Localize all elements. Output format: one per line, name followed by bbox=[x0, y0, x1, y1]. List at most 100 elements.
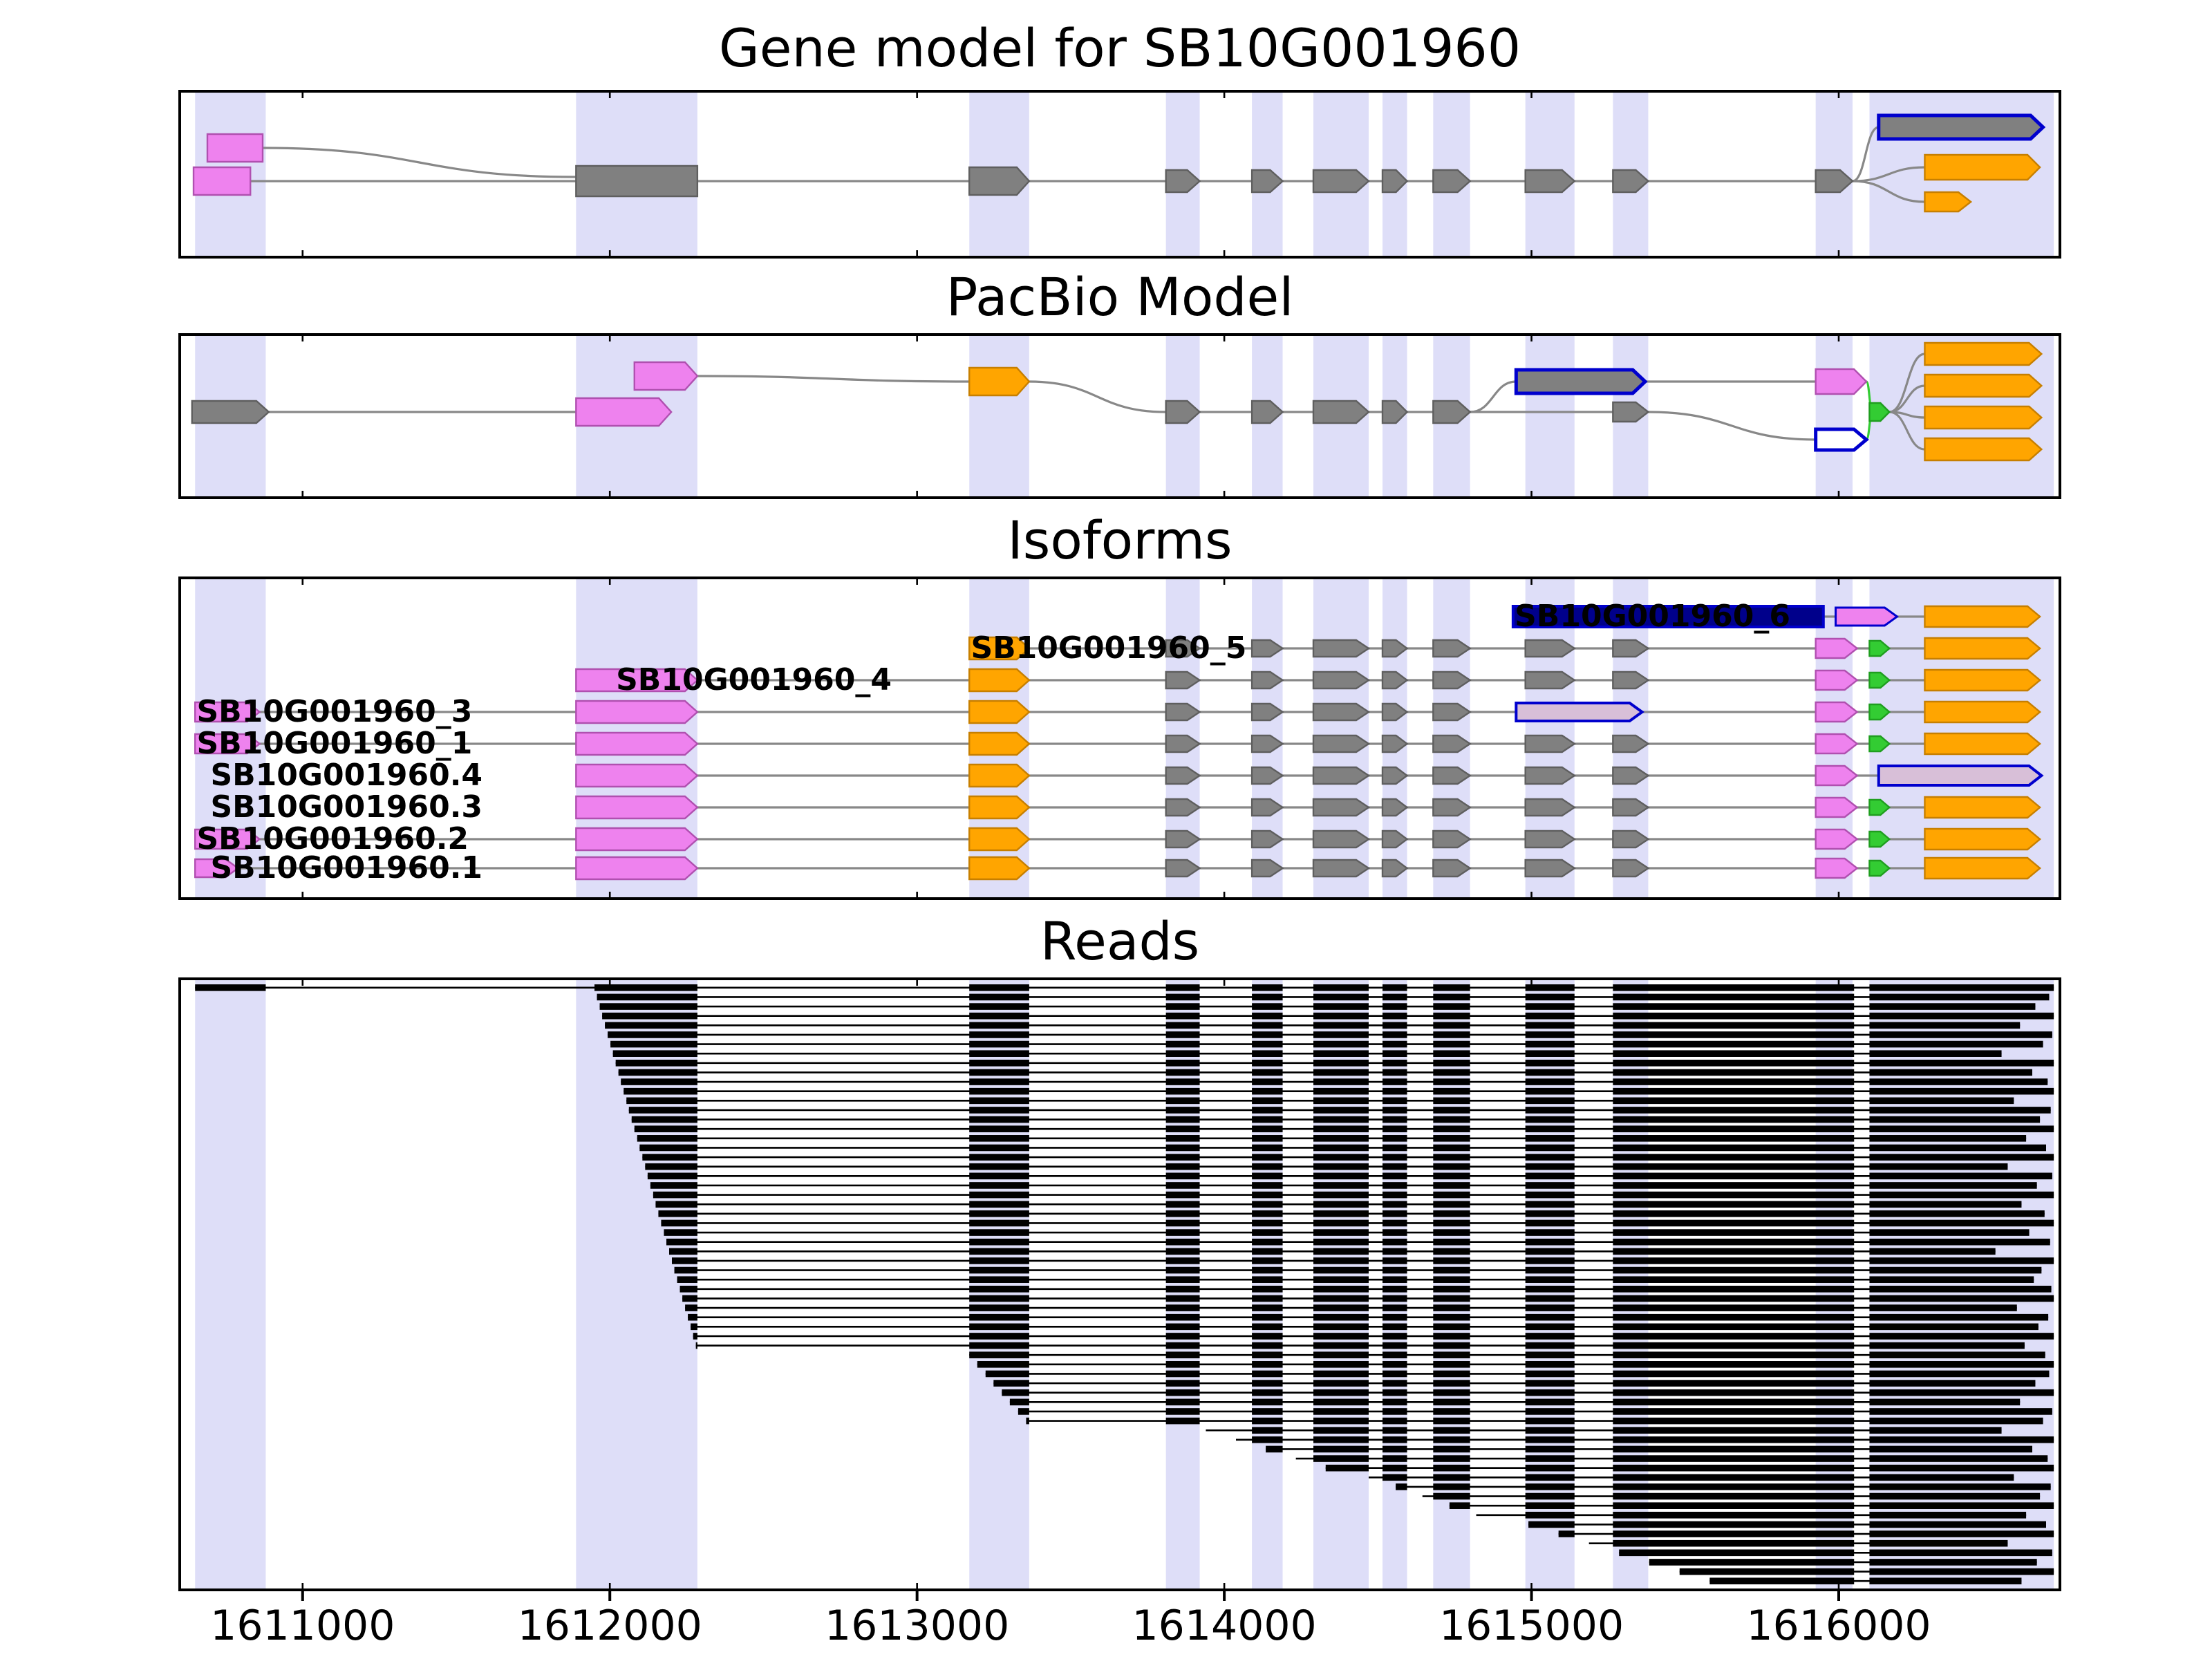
read-block bbox=[1869, 1502, 2054, 1509]
read-block bbox=[1382, 1012, 1407, 1020]
read-block bbox=[1252, 1370, 1283, 1378]
exon bbox=[1250, 400, 1284, 424]
read-block bbox=[1009, 1398, 1029, 1406]
x-tick-label: 1616000 bbox=[1746, 1602, 1931, 1650]
exon bbox=[1524, 859, 1576, 878]
read-block bbox=[1613, 1163, 1855, 1170]
exon bbox=[1924, 153, 2041, 181]
read-block bbox=[1613, 1107, 1855, 1114]
read-block bbox=[677, 1276, 697, 1283]
read-block bbox=[1313, 1455, 1369, 1462]
read-block bbox=[1313, 1417, 1369, 1425]
exon bbox=[1612, 169, 1650, 194]
read-block bbox=[1613, 1295, 1855, 1302]
read-block bbox=[969, 1012, 1029, 1020]
read-block bbox=[1165, 1050, 1200, 1057]
read-block bbox=[1613, 1229, 1855, 1236]
read-block bbox=[1613, 1361, 1855, 1368]
read-block bbox=[1433, 1474, 1470, 1481]
read-block bbox=[1382, 1210, 1407, 1217]
exon bbox=[1165, 798, 1201, 817]
exon bbox=[1924, 700, 2041, 724]
read-block bbox=[1165, 1125, 1200, 1132]
x-axis: 1611000 1612000 1613000 1614000 1615000 16160… bbox=[210, 1590, 1931, 1650]
read-block bbox=[1525, 1370, 1575, 1378]
read-block bbox=[1252, 1361, 1283, 1368]
exon bbox=[1250, 169, 1284, 194]
read-block bbox=[1313, 1257, 1369, 1264]
read-block bbox=[1433, 1257, 1470, 1264]
read-block bbox=[624, 1087, 697, 1095]
read-block bbox=[1869, 1323, 2038, 1331]
exon bbox=[1524, 671, 1576, 690]
read-block bbox=[969, 1144, 1029, 1152]
read-block bbox=[664, 1229, 697, 1236]
read-block bbox=[969, 1087, 1029, 1095]
read-block bbox=[1449, 1502, 1470, 1509]
read-block bbox=[1252, 1050, 1283, 1057]
exon bbox=[1815, 669, 1859, 691]
read-block bbox=[1165, 1333, 1200, 1340]
read-block bbox=[1869, 1266, 2042, 1274]
exon bbox=[1165, 766, 1201, 785]
read-block bbox=[1026, 1417, 1029, 1425]
read-block bbox=[1382, 1351, 1407, 1358]
exon-band bbox=[1525, 335, 1575, 498]
read-block bbox=[1869, 1559, 2037, 1566]
read-block bbox=[1869, 1050, 2002, 1057]
read-block bbox=[969, 1116, 1029, 1123]
read-block bbox=[1433, 1060, 1470, 1067]
read-block bbox=[1525, 993, 1575, 1001]
exon bbox=[1612, 859, 1650, 878]
splice-curve bbox=[1029, 380, 1166, 413]
read-block bbox=[1525, 1087, 1575, 1095]
read-block bbox=[1382, 1050, 1407, 1057]
read-block bbox=[1165, 1219, 1200, 1227]
exon bbox=[1312, 400, 1370, 424]
read-block bbox=[1252, 1238, 1283, 1246]
read-block bbox=[1433, 1087, 1470, 1095]
read-block bbox=[1613, 1408, 1855, 1415]
exon bbox=[968, 700, 1031, 724]
exon bbox=[1165, 169, 1201, 194]
read-block bbox=[1382, 1323, 1407, 1331]
read-block bbox=[1382, 1191, 1407, 1199]
read-block bbox=[1869, 1380, 2036, 1387]
read-block bbox=[1313, 1163, 1369, 1170]
read-block bbox=[1165, 1304, 1200, 1311]
isoform-label: SB10G001960_5 bbox=[971, 630, 1246, 666]
exon bbox=[1524, 830, 1576, 849]
read-block bbox=[1313, 1313, 1369, 1321]
read-block bbox=[1613, 1050, 1855, 1057]
read-block bbox=[1869, 1521, 2046, 1528]
read-block bbox=[1869, 1003, 2036, 1010]
exon bbox=[1868, 671, 1891, 689]
read-block bbox=[1382, 1474, 1407, 1481]
read-block bbox=[1613, 1427, 1855, 1434]
read-block bbox=[1433, 1040, 1470, 1048]
read-block bbox=[1252, 1172, 1283, 1180]
read-block bbox=[1525, 1445, 1575, 1453]
read-block bbox=[1252, 1182, 1283, 1189]
read-block bbox=[695, 1342, 697, 1349]
read-block bbox=[1525, 1163, 1575, 1170]
read-block bbox=[993, 1380, 1029, 1387]
read-block bbox=[1313, 1040, 1369, 1048]
read-block bbox=[969, 1276, 1029, 1283]
read-block bbox=[1252, 1389, 1283, 1396]
read-block bbox=[1313, 984, 1369, 991]
read-block bbox=[1382, 1464, 1407, 1472]
read-block bbox=[1165, 1116, 1200, 1123]
read-block bbox=[1382, 1078, 1407, 1085]
exon bbox=[1524, 639, 1576, 658]
read-block bbox=[1382, 1361, 1407, 1368]
read-block bbox=[969, 1229, 1029, 1236]
read-block bbox=[977, 1361, 1029, 1368]
read-block bbox=[1252, 993, 1283, 1001]
read-block bbox=[1252, 1154, 1283, 1161]
read-block bbox=[1525, 1464, 1575, 1472]
reads-title: Reads bbox=[1040, 910, 1200, 972]
read-block bbox=[1869, 1492, 2041, 1500]
read-block bbox=[1433, 1182, 1470, 1189]
